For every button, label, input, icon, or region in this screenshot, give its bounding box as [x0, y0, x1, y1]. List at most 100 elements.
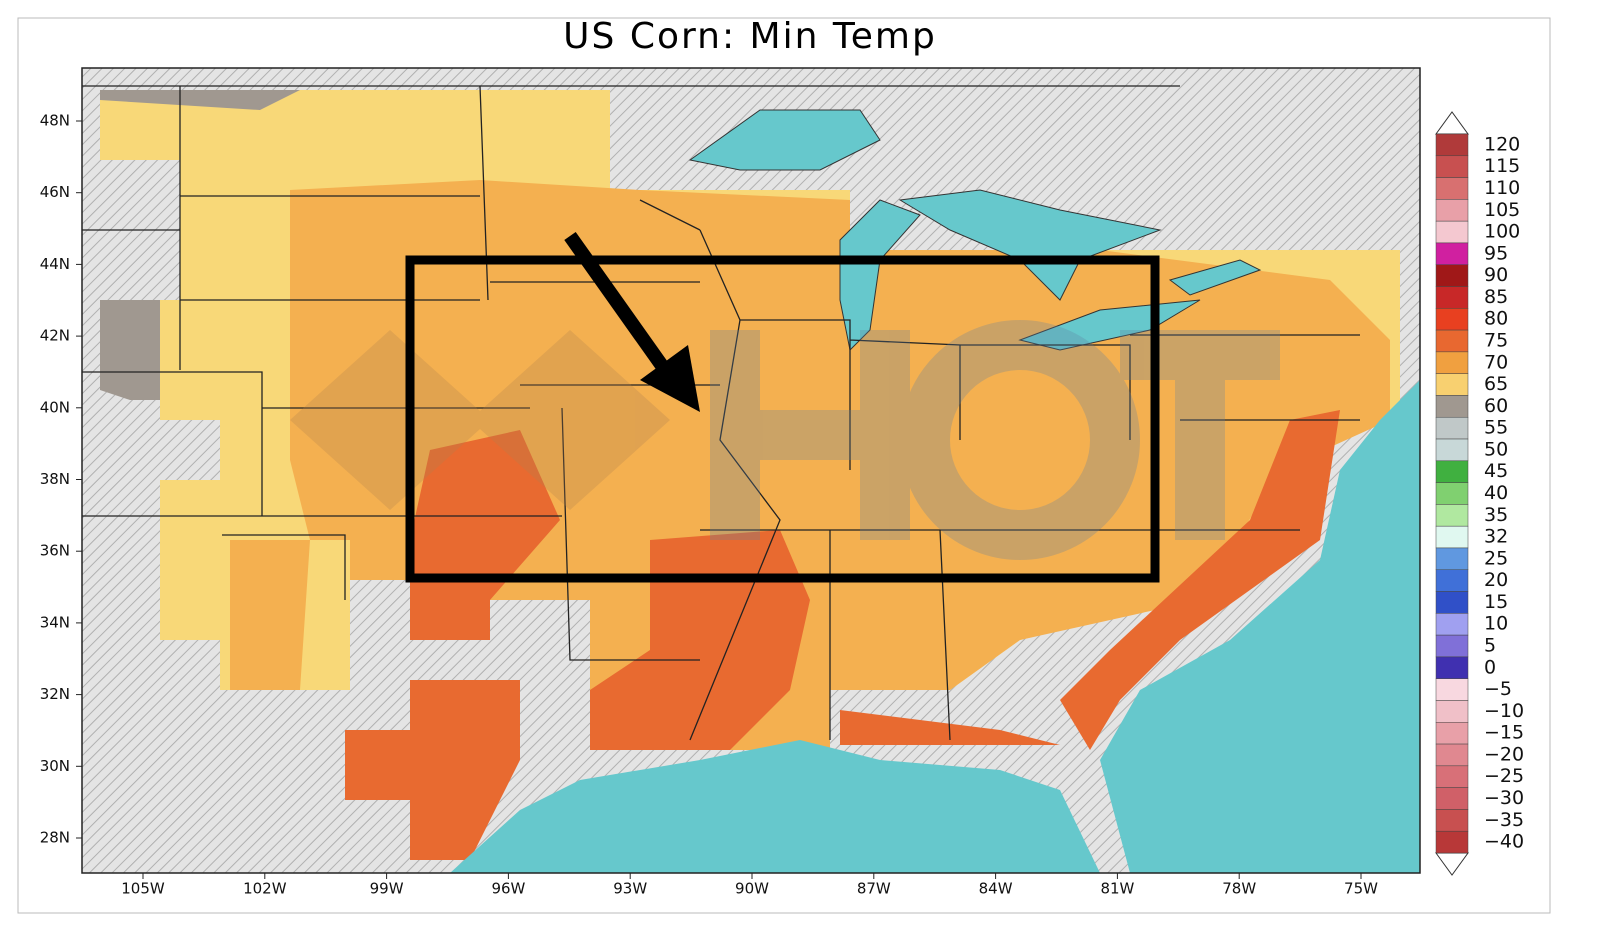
cbar-label: −20 — [1484, 743, 1524, 765]
cbar-swatch — [1435, 155, 1469, 178]
cbar-swatch — [1435, 416, 1469, 440]
cbar-label: 65 — [1484, 373, 1508, 395]
cbar-label: −10 — [1484, 700, 1524, 722]
cbar-swatch — [1435, 329, 1469, 353]
cbar-label: 55 — [1484, 417, 1508, 439]
cbar-label: −40 — [1484, 831, 1524, 853]
cbar-label: 75 — [1484, 329, 1508, 351]
cbar-swatch — [1435, 613, 1469, 636]
lat-label: 34N — [40, 613, 70, 631]
lat-label: 28N — [40, 829, 70, 847]
cbar-swatch — [1435, 242, 1469, 265]
cbar-swatch — [1435, 787, 1469, 810]
cbar-swatch — [1435, 569, 1469, 592]
cbar-label: 35 — [1484, 504, 1508, 526]
cbar-label: 45 — [1484, 460, 1508, 482]
cbar-swatch — [1435, 220, 1469, 244]
lat-label: 38N — [40, 470, 70, 488]
cbar-swatch — [1435, 504, 1469, 527]
cbar-label: 115 — [1484, 155, 1520, 177]
cbar-label: 15 — [1484, 591, 1508, 613]
cbar-swatch — [1435, 656, 1469, 679]
lat-label: 42N — [40, 327, 70, 345]
cbar-swatch — [1435, 634, 1469, 658]
cbar-label: 20 — [1484, 569, 1508, 591]
cbar-swatch — [1435, 177, 1469, 200]
watermark — [290, 320, 1280, 560]
cbar-label: 70 — [1484, 351, 1508, 373]
cbar-label: −30 — [1484, 787, 1524, 809]
cbar-label: 32 — [1484, 526, 1508, 548]
state-borders — [82, 85, 1360, 741]
cbar-label: 80 — [1484, 308, 1508, 330]
cbar-label: 95 — [1484, 242, 1508, 264]
cbar-swatch — [1435, 133, 1469, 157]
lat-label: 48N — [40, 112, 70, 130]
cbar-top — [1435, 111, 1469, 135]
lat-label: 44N — [40, 255, 70, 273]
atlantic — [1100, 380, 1420, 873]
cbar-swatch — [1435, 700, 1469, 723]
lon-label: 99W — [370, 880, 404, 898]
lat-label: 46N — [40, 183, 70, 201]
cbar-swatch — [1435, 591, 1469, 614]
cbar-swatch — [1435, 308, 1469, 331]
cbar-swatch — [1435, 438, 1469, 462]
cbar-swatch — [1435, 373, 1469, 396]
lat-label: 32N — [40, 685, 70, 703]
cbar-label: 60 — [1484, 395, 1508, 417]
cbar-swatch — [1435, 395, 1469, 418]
cbar-swatch — [1435, 199, 1469, 222]
cbar-label: 40 — [1484, 482, 1508, 504]
cbar-swatch — [1435, 547, 1469, 571]
cbar-label: −35 — [1484, 809, 1524, 831]
cbar-label: 25 — [1484, 547, 1508, 569]
gulf — [450, 740, 1100, 873]
cbar-swatch — [1435, 678, 1469, 701]
map-border — [81, 67, 1421, 874]
region-75 — [345, 410, 1340, 860]
cbar-label: 90 — [1484, 264, 1508, 286]
lon-label: 84W — [979, 880, 1013, 898]
cbar-label: 110 — [1484, 177, 1520, 199]
cbar-bottom — [1435, 852, 1469, 876]
cbar-swatch — [1435, 830, 1469, 854]
cbar-label: 85 — [1484, 286, 1508, 308]
cbar-label: 105 — [1484, 199, 1520, 221]
cbar-swatch — [1435, 809, 1469, 832]
cbar-label: 100 — [1484, 221, 1520, 243]
lon-label: 105W — [121, 880, 165, 898]
lon-label: 81W — [1100, 880, 1134, 898]
lon-label: 102W — [243, 880, 287, 898]
cbar-swatch — [1435, 460, 1469, 483]
map-title: US Corn: Min Temp — [563, 16, 937, 57]
lon-label: 75W — [1344, 880, 1378, 898]
cbar-label: −25 — [1484, 765, 1524, 787]
cbar-label: 10 — [1484, 613, 1508, 635]
lon-label: 93W — [613, 880, 647, 898]
lon-label: 87W — [857, 880, 891, 898]
cbar-label: 50 — [1484, 438, 1508, 460]
cbar-swatch — [1435, 722, 1469, 745]
cbar-label: 5 — [1484, 635, 1496, 657]
cbar-swatch — [1435, 351, 1469, 374]
frame — [17, 17, 1551, 914]
lon-label: 96W — [491, 880, 525, 898]
cbar-swatch — [1435, 264, 1469, 287]
cbar-swatch — [1435, 743, 1469, 767]
cbar-label: 0 — [1484, 656, 1496, 678]
region-60 — [100, 90, 300, 400]
cbar-label: −15 — [1484, 722, 1524, 744]
lat-label: 40N — [40, 398, 70, 416]
lon-label: 78W — [1222, 880, 1256, 898]
highlight-box — [405, 255, 1160, 583]
cbar-label: 120 — [1484, 133, 1520, 155]
lon-label: 90W — [735, 880, 769, 898]
map-area — [82, 68, 1420, 873]
cbar-swatch — [1435, 765, 1469, 788]
lat-label: 36N — [40, 542, 70, 560]
arrow — [564, 231, 700, 412]
cbar-swatch — [1435, 525, 1469, 549]
cbar-swatch — [1435, 286, 1469, 309]
